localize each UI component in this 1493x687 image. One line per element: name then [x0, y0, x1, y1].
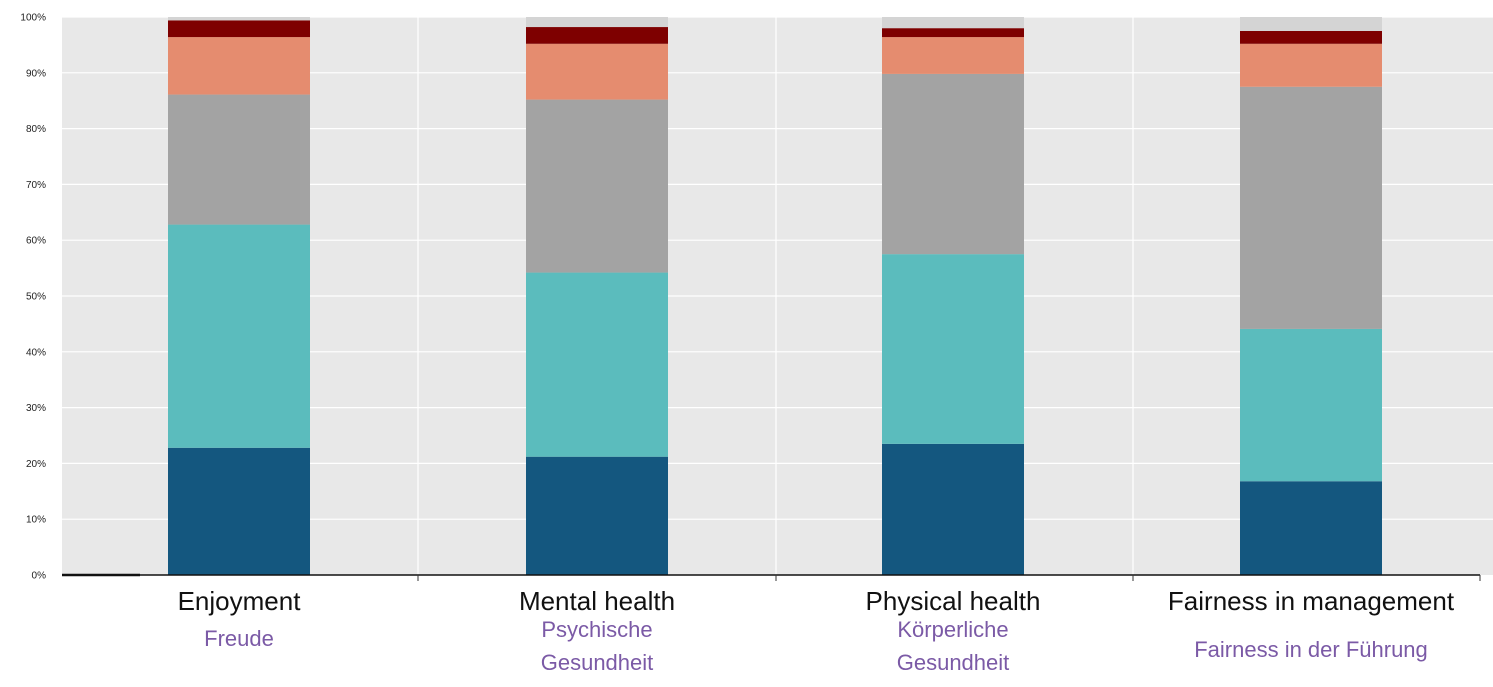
x-category-label: Fairness in management: [1168, 586, 1455, 616]
y-tick-label: 70%: [26, 180, 46, 191]
bar-segment: [882, 443, 1024, 575]
bar-segment: [882, 254, 1024, 444]
x-category-translation: Fairness in der Führung: [1194, 637, 1428, 662]
x-category-translation: Körperliche: [897, 617, 1008, 642]
bar-segment: [1240, 43, 1382, 87]
x-category-translation: Gesundheit: [897, 650, 1010, 675]
x-category-label: Mental health: [519, 586, 675, 616]
bar-segment: [1240, 17, 1382, 31]
bars: [168, 17, 1382, 575]
x-category-translation: Psychische: [541, 617, 652, 642]
bar-segment: [168, 447, 310, 575]
y-tick-label: 0%: [32, 571, 47, 582]
y-tick-label: 80%: [26, 124, 46, 135]
bar-segment: [1240, 328, 1382, 482]
y-tick-label: 50%: [26, 292, 46, 303]
bar-segment: [526, 17, 668, 28]
bar-segment: [882, 37, 1024, 74]
bar-segment: [168, 37, 310, 95]
x-category-translation: Gesundheit: [541, 650, 654, 675]
x-category-translation: Freude: [204, 626, 274, 651]
bar-segment: [526, 456, 668, 575]
bar-segment: [168, 17, 310, 21]
bar-segment: [168, 20, 310, 38]
bar-segment: [1240, 86, 1382, 329]
y-tick-labels: 0% 10% 20% 30% 40% 50% 60% 70% 80% 90% 100%: [20, 13, 46, 582]
bar-segment: [526, 43, 668, 100]
y-tick-label: 60%: [26, 236, 46, 247]
x-category-label: Physical health: [866, 586, 1041, 616]
bar-segment: [1240, 481, 1382, 575]
bar-segment: [526, 27, 668, 44]
bar-segment: [882, 73, 1024, 255]
bar-segment: [168, 224, 310, 448]
axes: [62, 573, 1481, 581]
y-tick-label: 90%: [26, 68, 46, 79]
y-tick-label: 100%: [20, 13, 46, 24]
y-tick-label: 10%: [26, 515, 46, 526]
bar-segment: [168, 94, 310, 225]
bar-segment: [1240, 30, 1382, 44]
y-tick-label: 40%: [26, 347, 46, 358]
x-category-label: Enjoyment: [178, 586, 302, 616]
y-tick-label: 30%: [26, 403, 46, 414]
bar-segment: [882, 17, 1024, 29]
bar-segment: [526, 99, 668, 273]
bar-segment: [526, 272, 668, 457]
bar-segment: [882, 28, 1024, 38]
y-tick-label: 20%: [26, 459, 46, 470]
